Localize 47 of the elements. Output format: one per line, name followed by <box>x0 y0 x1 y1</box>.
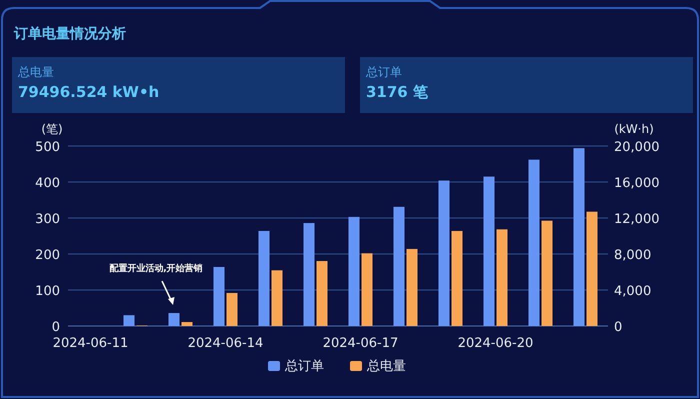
text: 3176 笔 <box>366 83 428 102</box>
bar <box>406 248 418 326</box>
bar <box>304 223 314 326</box>
bar <box>452 230 462 326</box>
bar <box>226 292 238 326</box>
annotation: 配置开业活动,开始营销 <box>109 263 203 274</box>
bar <box>542 220 552 326</box>
y2-axis-title: (kW·h) <box>614 122 654 136</box>
y2-tick-label: 16,000 <box>614 176 660 191</box>
bar <box>574 148 584 326</box>
y2-tick-label: 4,000 <box>614 284 652 299</box>
bar <box>214 266 224 326</box>
bar <box>182 322 192 326</box>
bar <box>586 212 598 326</box>
text: 总订单 <box>366 64 402 81</box>
y2-tick-label: 8,000 <box>614 248 652 263</box>
y-tick-label: 300 <box>35 212 60 227</box>
text: 79496.524 kW•h <box>18 83 160 101</box>
x-tick-label: 2024-06-17 <box>322 336 398 351</box>
y-tick-label: 400 <box>35 176 60 191</box>
bar <box>528 160 540 326</box>
text: 总电量 <box>18 64 54 81</box>
legend-label: 总电量 <box>366 359 406 374</box>
y-tick-label: 200 <box>35 248 60 263</box>
x-tick-label: 2024-06-20 <box>458 336 534 351</box>
bar <box>496 229 508 326</box>
bar <box>394 206 404 326</box>
y2-tick-label: 0 <box>614 320 622 335</box>
bar <box>258 230 270 326</box>
bar <box>362 253 372 326</box>
legend-label: 总订单 <box>284 359 324 374</box>
y2-tick-label: 12,000 <box>614 212 660 227</box>
x-tick-label: 2024-06-11 <box>52 336 128 351</box>
bar <box>484 176 494 326</box>
y2-tick-label: 20,000 <box>614 140 660 155</box>
bar <box>168 313 180 326</box>
y-tick-label: 100 <box>35 284 60 299</box>
bar <box>272 270 282 326</box>
bar <box>316 261 328 326</box>
bar <box>348 216 360 326</box>
bar <box>124 315 134 326</box>
y-tick-label: 500 <box>35 140 60 155</box>
x-tick-label: 2024-06-14 <box>188 336 264 351</box>
y-tick-label: 0 <box>52 320 60 335</box>
y-axis-title: (笔) <box>41 122 63 136</box>
bar <box>438 180 450 326</box>
chart-title: 订单电量情况分析 <box>13 26 126 42</box>
